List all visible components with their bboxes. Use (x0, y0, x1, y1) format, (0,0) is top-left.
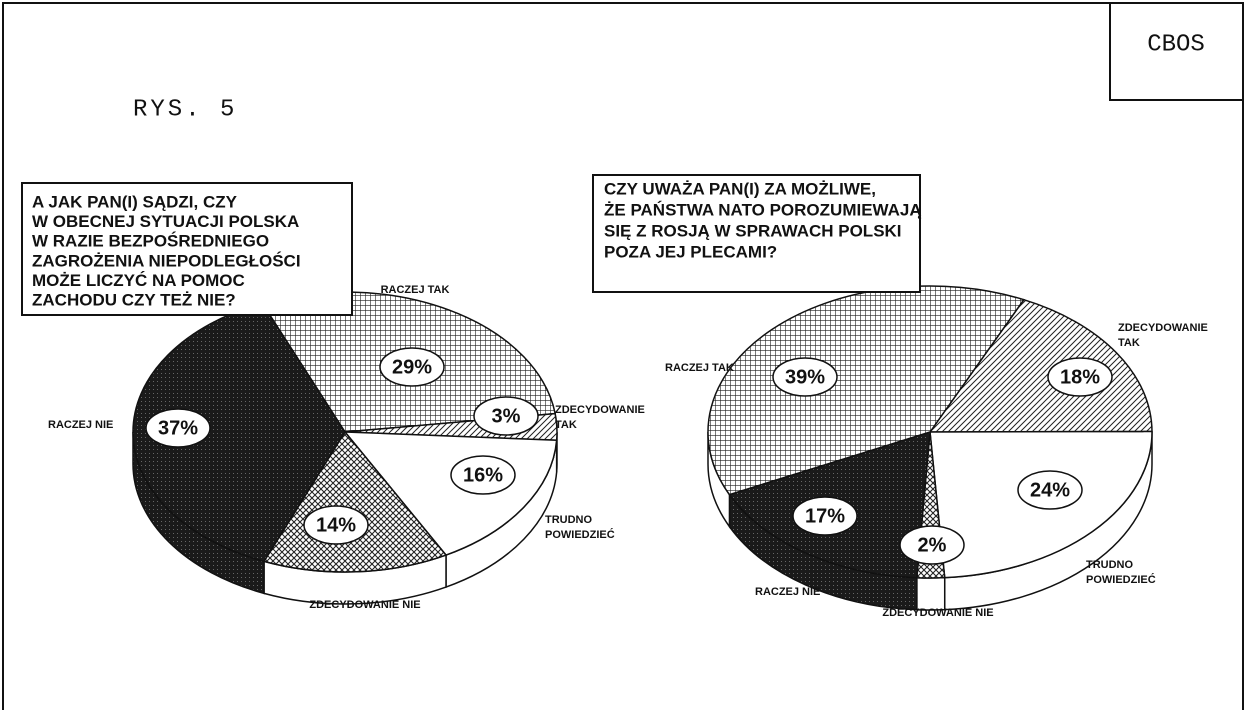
label-bubble (772, 357, 838, 397)
value-label: 3% (492, 405, 521, 427)
question-line: POZA JEJ PLECAMI? (604, 242, 777, 261)
pie-side (916, 576, 946, 611)
label-bubble (473, 396, 539, 436)
charts: 29% 3% 16% 14% 37% RACZEJ TAK ZDECYDOWANIE TAK T… (21, 174, 1208, 619)
pie-slice (262, 430, 448, 573)
value-label: 2% (918, 534, 947, 556)
figure-label: RYS. 5 (133, 96, 237, 123)
question-line: MOŻE LICZYĆ NA POMOC (32, 271, 245, 290)
category-label: ZDECYDOWANIE TAK (1118, 322, 1208, 349)
question-line: CZY UWAŻA PAN(I) ZA MOŻLIWE, (604, 179, 876, 198)
question-line: ZACHODU CZY TEŻ NIE? (32, 290, 236, 309)
category-label: ZDECYDOWANIE NIE (882, 607, 993, 619)
label-bubble (450, 455, 516, 495)
question-line: A JAK PAN(I) SĄDZI, CZY (32, 192, 238, 211)
pie: 18% 24% 2% 17% 39% ZDECYDOWANIE TAK TRUDNO POWIE… (592, 174, 1208, 619)
value-label: 14% (316, 514, 356, 536)
question-line: W OBECNEJ SYTUACJI POLSKA (32, 212, 299, 231)
question-line: W RAZIE BEZPOŚREDNIEGO (32, 232, 269, 251)
question-line: ŻE PAŃSTWA NATO POROZUMIEWAJĄ (604, 200, 922, 219)
label-bubble (1017, 470, 1083, 510)
question-box (21, 182, 353, 316)
value-label: 37% (158, 417, 198, 439)
category-label: ZDECYDOWANIE NIE (309, 599, 420, 611)
label-bubble (1047, 357, 1113, 397)
badge: CBOS (1147, 31, 1205, 58)
value-label: 39% (785, 366, 825, 388)
label-bubble (303, 505, 369, 545)
value-label: 24% (1030, 479, 1070, 501)
question-box (592, 174, 921, 293)
label-bubble (899, 525, 965, 565)
category-label: RACZEJ NIE (755, 586, 820, 598)
category-label: RACZEJ TAK (665, 362, 734, 374)
pie: 29% 3% 16% 14% 37% RACZEJ TAK ZDECYDOWANIE TAK T… (21, 182, 645, 611)
question-line: ZAGROŻENIA NIEPODLEGŁOŚCI (32, 251, 301, 270)
label-bubble (379, 347, 445, 387)
category-label: TRUDNO POWIEDZIEĆ (545, 514, 615, 541)
value-label: 18% (1060, 366, 1100, 388)
badge-box (1109, 2, 1244, 101)
label-bubble (145, 408, 211, 448)
pie-slice (132, 302, 346, 563)
value-label: 16% (463, 464, 503, 486)
pie-slice (928, 298, 1153, 433)
category-label: RACZEJ TAK (381, 284, 450, 296)
category-label: ZDECYDOWANIE TAK (555, 404, 645, 431)
value-label: 17% (805, 505, 845, 527)
category-label: RACZEJ NIE (48, 419, 113, 431)
label-bubble (792, 496, 858, 536)
question-line: SIĘ Z ROSJĄ W SPRAWACH POLSKI (604, 221, 902, 240)
value-label: 29% (392, 356, 432, 378)
pie-slice (707, 285, 1026, 496)
category-label: TRUDNO POWIEDZIEĆ (1086, 559, 1156, 586)
